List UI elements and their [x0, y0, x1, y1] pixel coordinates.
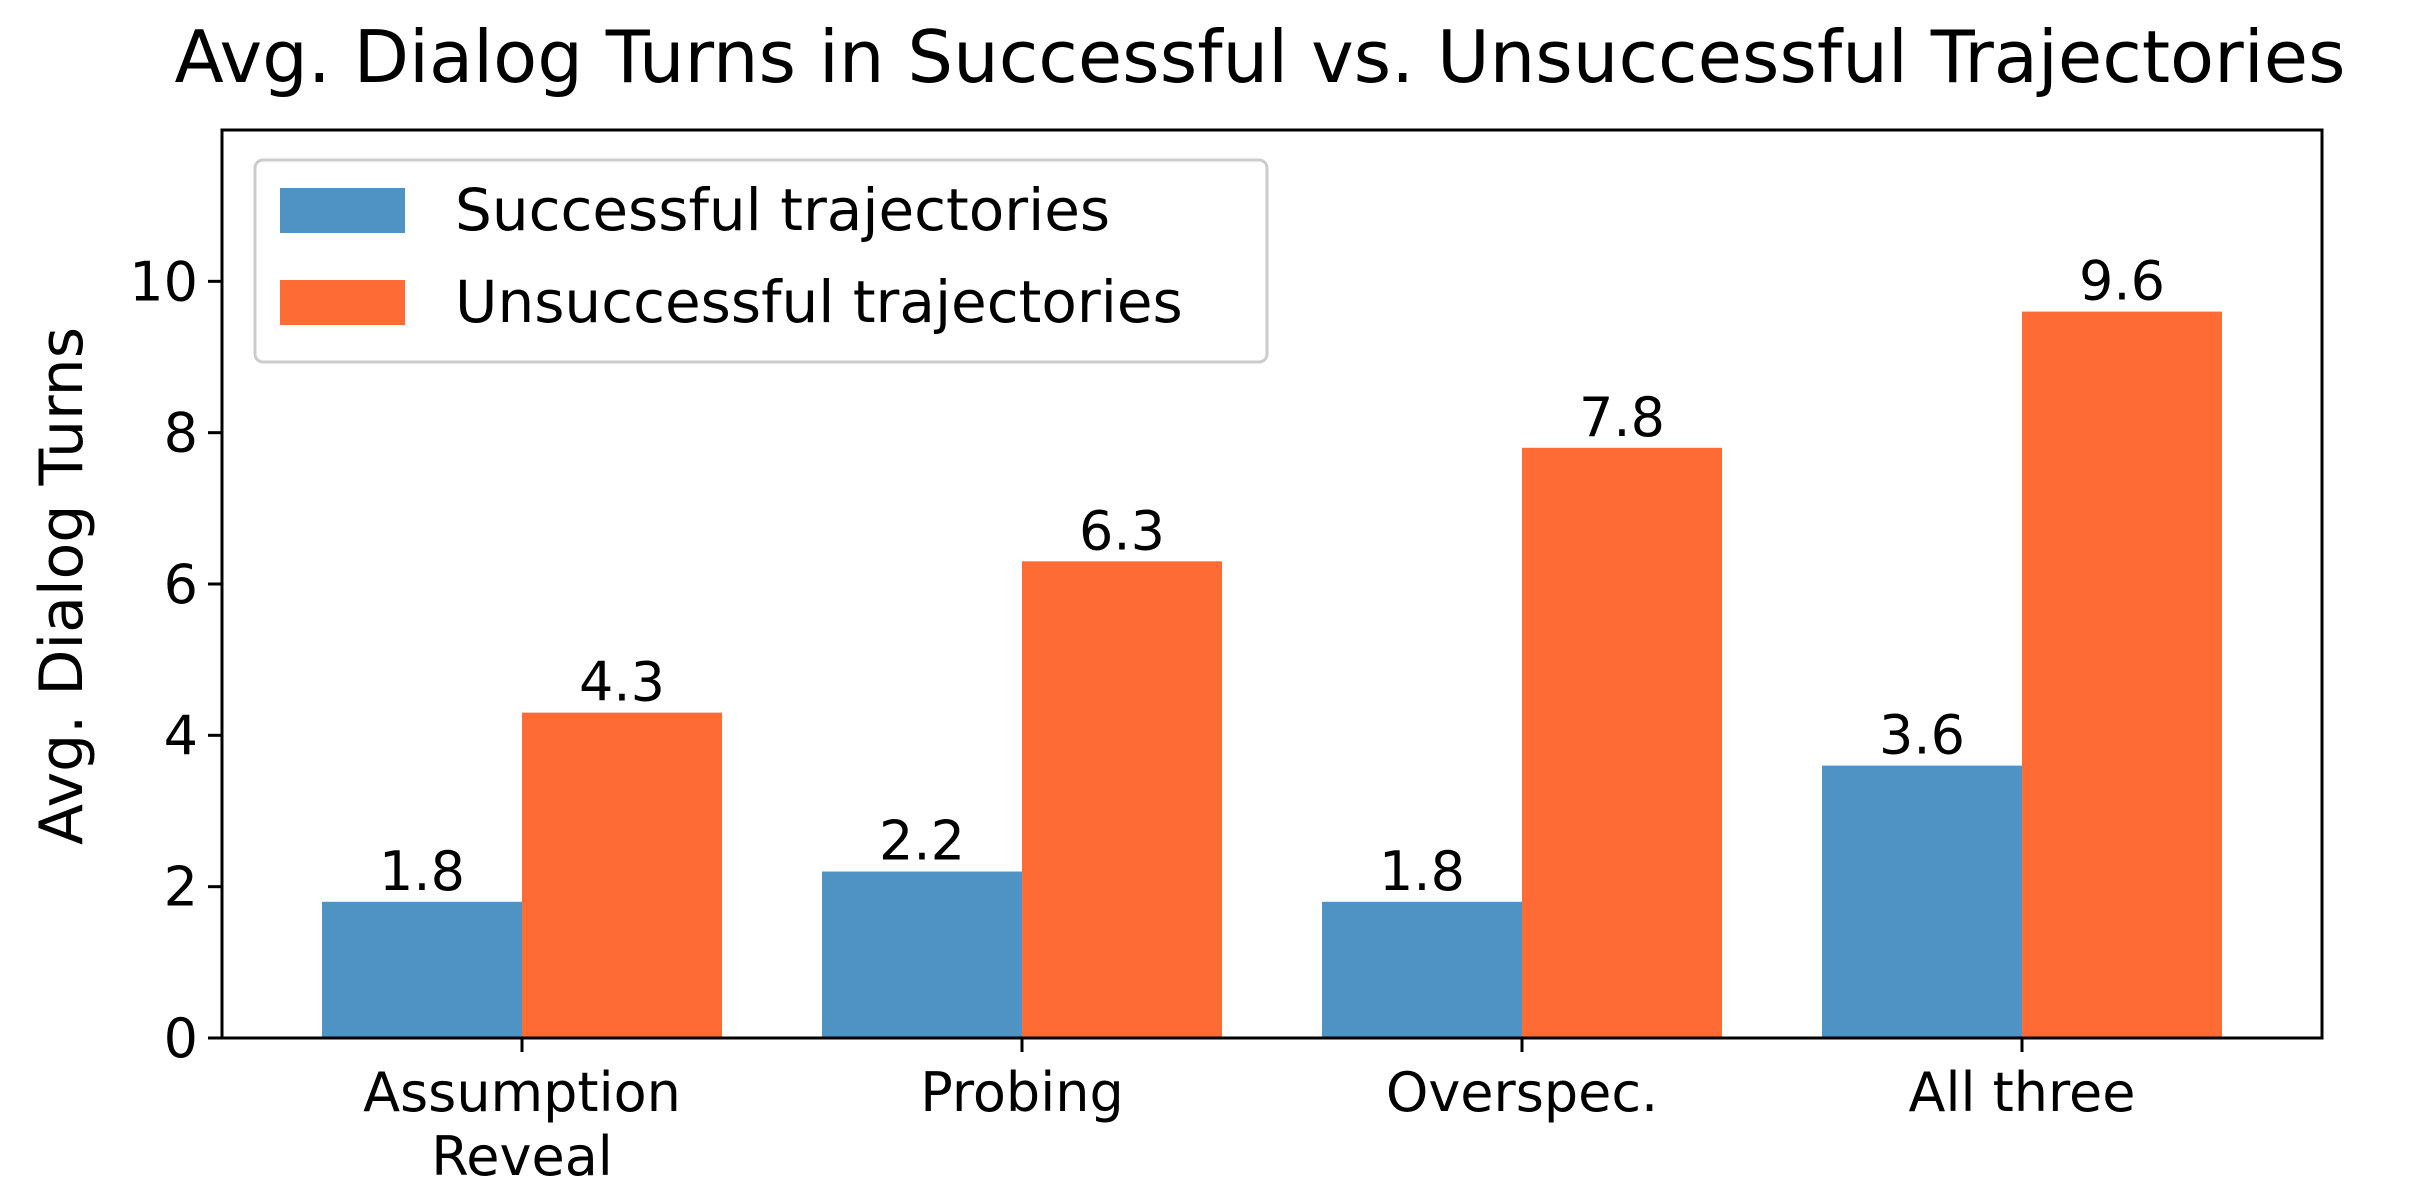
legend-swatch-unsuccessful [280, 280, 405, 325]
y-tick-label-10: 10 [129, 250, 198, 313]
data-label-successful-2: 1.8 [1379, 840, 1465, 903]
bar-unsuccessful-1 [1022, 561, 1222, 1038]
x-category-label-0: Assumption Reveal [363, 1061, 681, 1183]
legend-swatch-successful [280, 188, 405, 233]
y-tick-label-6: 6 [164, 553, 198, 616]
bar-successful-0 [322, 901, 522, 1038]
data-labels-layer: 1.8 2.2 1.8 3.6 4.3 6.3 7.8 9.6 [379, 250, 2165, 903]
bar-unsuccessful-0 [522, 712, 722, 1038]
data-label-successful-0: 1.8 [379, 840, 465, 903]
bar-unsuccessful-2 [1522, 447, 1722, 1038]
chart-title: Avg. Dialog Turns in Successful vs. Unsu… [174, 15, 2345, 99]
y-ticks-layer: 0 2 4 6 8 10 [129, 250, 2024, 1070]
data-label-unsuccessful-1: 6.3 [1079, 499, 1165, 562]
data-label-successful-3: 3.6 [1879, 704, 1965, 767]
data-label-unsuccessful-2: 7.8 [1579, 386, 1665, 449]
legend-label-unsuccessful: Unsuccessful trajectories [455, 268, 1183, 336]
legend-label-successful: Successful trajectories [455, 176, 1110, 244]
y-tick-label-0: 0 [164, 1007, 198, 1070]
legend-box [253, 158, 1269, 364]
data-label-unsuccessful-0: 4.3 [579, 651, 665, 714]
bars-layer [322, 311, 2222, 1039]
data-label-successful-1: 2.2 [879, 810, 965, 873]
x-categories-layer: Assumption Reveal Probing Overspec. All thre… [363, 1061, 2135, 1183]
y-tick-label-4: 4 [164, 704, 198, 767]
x-category-label-2: Overspec. [1386, 1061, 1658, 1124]
x-category-label-1: Probing [920, 1061, 1123, 1124]
x-category-label-3: All three [1909, 1061, 2136, 1124]
plot-area-frame [220, 128, 2324, 1040]
bar-unsuccessful-3 [2022, 311, 2222, 1039]
bar-successful-2 [1322, 901, 1522, 1038]
y-axis-label: Avg. Dialog Turns [27, 327, 97, 845]
y-tick-label-2: 2 [164, 856, 198, 919]
legend: Successful trajectories Unsuccessful tra… [253, 158, 1269, 364]
bar-successful-1 [822, 871, 1022, 1038]
data-label-unsuccessful-3: 9.6 [2079, 250, 2165, 313]
bar-successful-3 [1822, 765, 2022, 1038]
y-tick-label-8: 8 [164, 402, 198, 465]
